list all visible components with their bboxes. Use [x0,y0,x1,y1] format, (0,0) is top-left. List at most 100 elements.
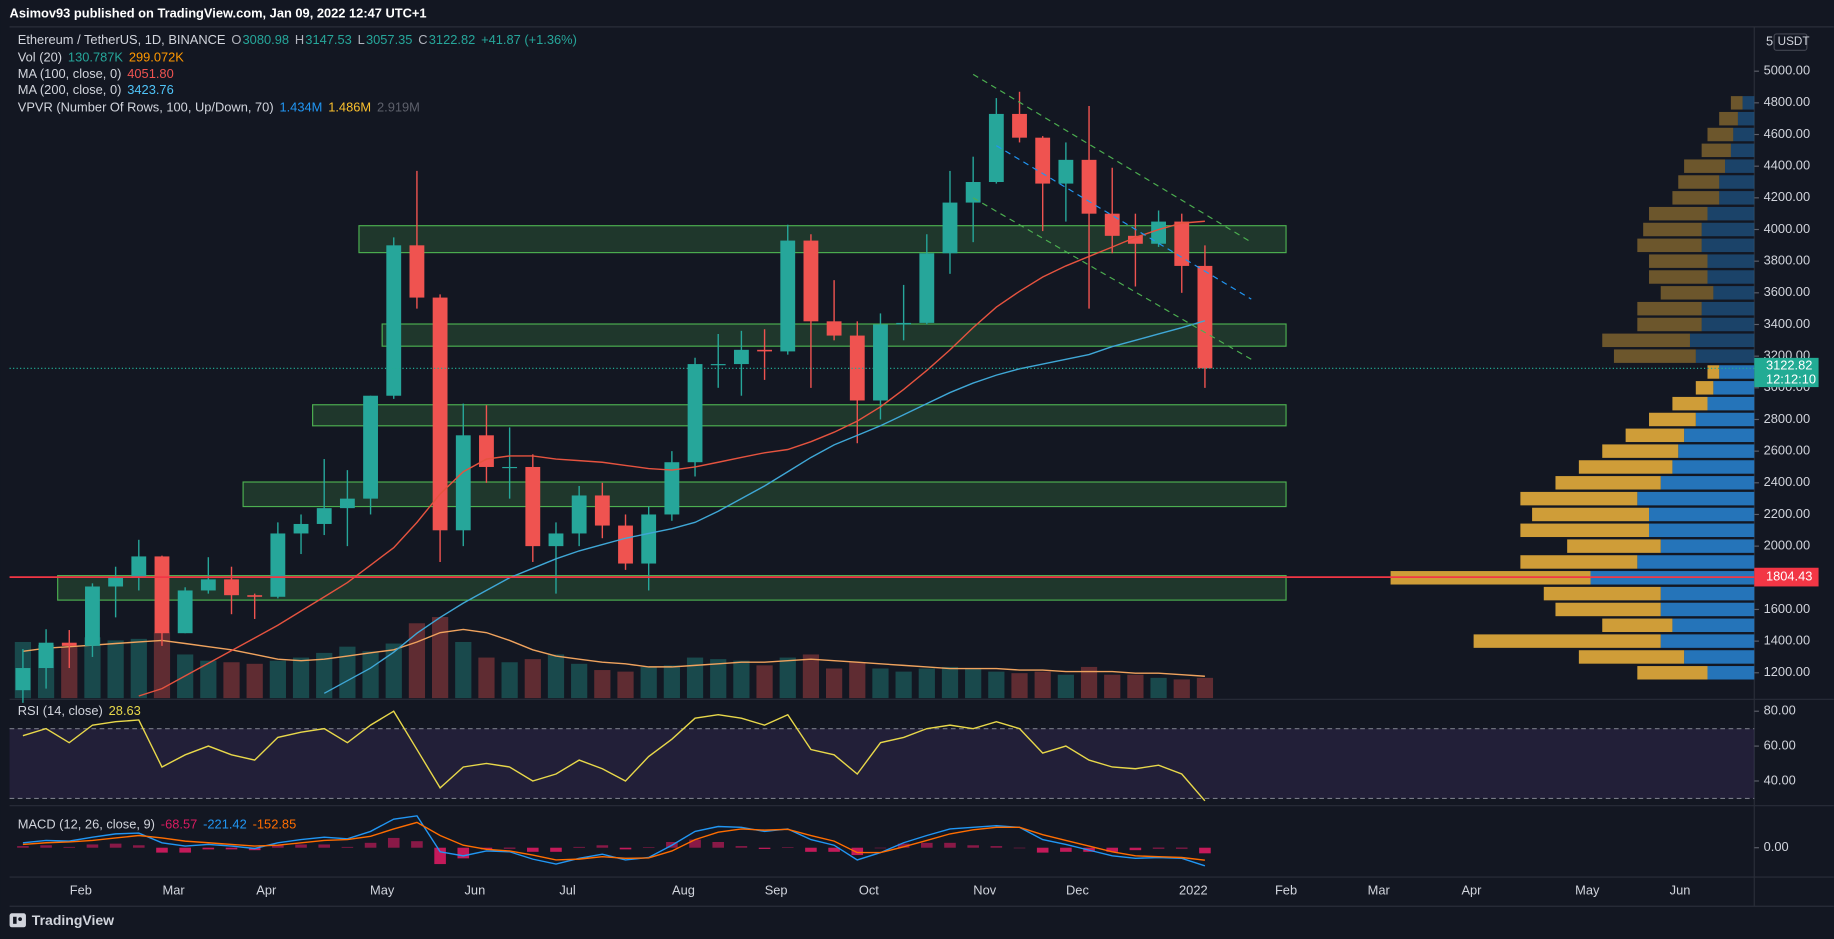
profile-up [1742,96,1755,110]
macd-histogram [411,841,423,848]
profile-down [1520,491,1638,506]
y-tick-label: 1600.00 [1764,601,1810,616]
volume-bar [779,657,796,699]
x-tick-label: Apr [256,882,277,897]
macd-histogram [851,847,864,856]
profile-up [1660,539,1755,553]
scale-unit-box [1773,33,1808,51]
macd-legend-value: -68.57 [161,817,197,832]
candle-body [1081,159,1097,214]
profile-down [1649,254,1708,268]
rsi-line [22,710,1206,802]
profile-down [1701,143,1731,158]
profile-down [1707,127,1734,142]
y-tick-label: 4400.00 [1764,158,1810,173]
profile-down [1643,222,1702,237]
candle-body [1058,159,1074,184]
profile-up [1672,460,1755,474]
y-tick-label: 2400.00 [1764,474,1810,489]
volume-bar [84,637,101,699]
macd-histogram [457,847,470,859]
volume-bar [1196,677,1214,699]
volume-bar [153,632,171,699]
macd-histogram [712,841,725,848]
y-tick-label: 4000.00 [1764,221,1810,236]
candle-body [131,556,147,578]
profile-up [1660,634,1755,648]
profile-down [1672,191,1720,205]
volume-bar [223,662,240,699]
volume-bar [965,668,982,699]
macd-histogram [990,846,1003,848]
rsi-legend: RSI (14, close) 28.63 [18,704,141,719]
legend-value: H [295,32,304,47]
profile-up [1695,412,1755,427]
x-tick-label: Aug [672,882,695,897]
profile-up [1637,555,1755,569]
legend-line: MA (200, close, 0) 3423.76 [18,83,174,98]
volume-bar [501,662,518,699]
macd-histogram [619,847,632,850]
macd-histogram [1060,847,1072,852]
candle-body [61,642,77,646]
macd-histogram [689,839,701,848]
rsi-band [9,728,1755,799]
legend-line: Ethereum / TetherUS, 1D, BINANCE O3080.98… [18,32,577,47]
profile-down [1578,650,1685,664]
profile-up [1649,523,1755,538]
profile-up [1701,222,1755,237]
legend-label: MA (200, close, 0) [18,83,122,98]
legend-line: MA (100, close, 0) 4051.80 [18,66,174,81]
legend-label: VPVR (Number Of Rows, 100, Up/Down, 70) [18,100,274,115]
volume-bar [617,671,634,699]
ma-line [323,320,1206,694]
profile-up [1713,381,1755,395]
rsi-tick-label: 80.00 [1764,703,1796,718]
macd-histogram [503,847,516,849]
profile-up [1660,602,1755,617]
volume-bar [200,660,217,699]
macd-histogram [1013,847,1026,849]
candle-body [339,498,355,509]
profile-down [1637,301,1702,316]
volume-bar [640,666,657,699]
x-tick-label: Feb [70,882,92,897]
legend-value: 1.486M [328,100,371,115]
y-tick-label: 1400.00 [1764,633,1810,648]
volume-bar [594,670,611,699]
profile-down [1649,206,1708,221]
legend-label: MA (100, close, 0) [18,66,122,81]
candle-body [571,495,587,534]
macd-histogram [480,847,493,850]
macd-histogram [874,847,887,849]
y-tick-label: 1200.00 [1764,664,1810,679]
profile-down [1555,602,1661,617]
legend-label: Vol (20) [18,50,62,65]
volume-bar [872,668,889,699]
x-tick-label: Oct [859,882,879,897]
candle-body [664,462,680,515]
zone [312,404,1287,427]
candle-body [826,321,842,336]
volume-bar [455,641,472,699]
profile-up [1725,159,1755,173]
candle-body [455,435,471,531]
legend-value: 4051.80 [127,66,173,81]
y-tick-label: 2000.00 [1764,538,1810,553]
candle-body [15,668,31,691]
legend-label: Ethereum / TetherUS, 1D, BINANCE [18,32,226,47]
trendline [996,145,1252,300]
volume-bar [292,657,310,699]
x-tick-label: Nov [973,882,996,897]
volume-bar [825,668,843,699]
candle-body [1151,221,1166,244]
candle-body [200,579,216,591]
macd-legend-value: -152.85 [253,817,297,832]
candle-body [363,395,378,499]
macd-histogram [758,847,771,849]
profile-down [1637,666,1708,680]
candle-body [432,297,448,531]
macd-histogram [387,837,400,848]
rsi-legend-value: 28.63 [109,704,141,719]
y-tick-label: 3400.00 [1764,316,1810,331]
